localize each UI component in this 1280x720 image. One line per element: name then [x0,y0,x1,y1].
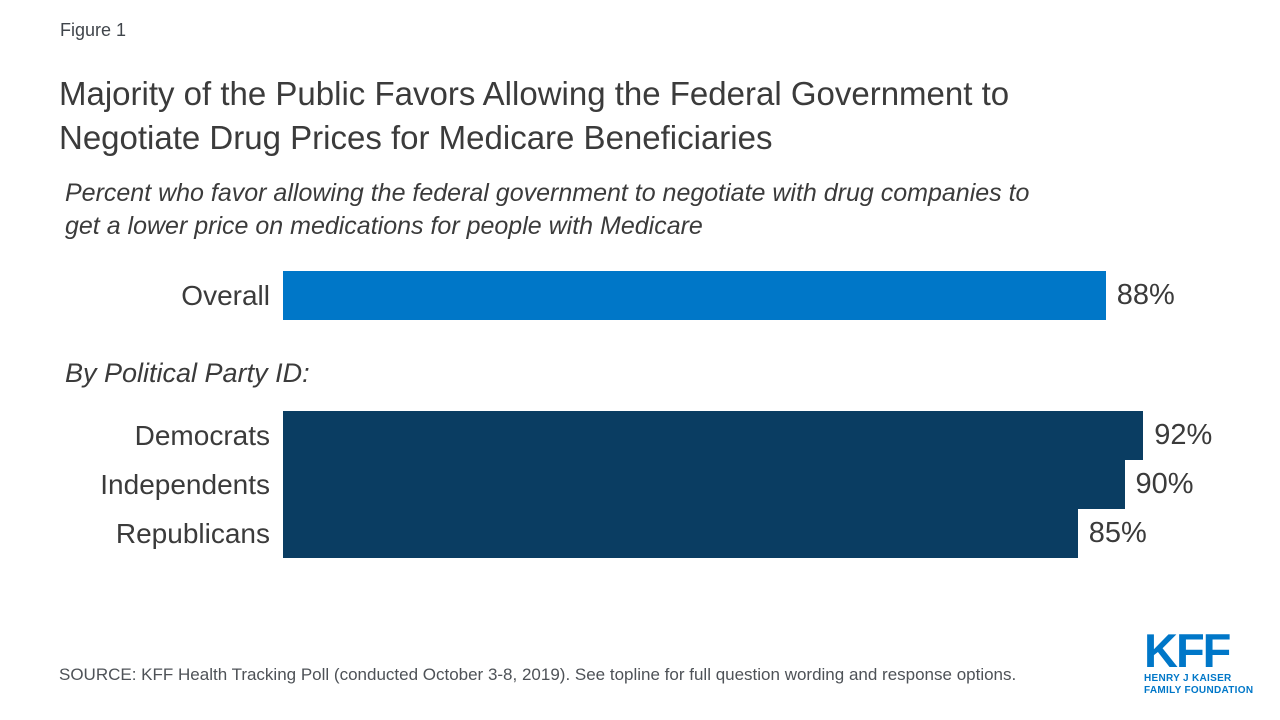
source-note: SOURCE: KFF Health Tracking Poll (conduc… [59,665,1017,684]
bar-row: Republicans 85% [0,509,1280,558]
chart: Overall 88% By Political Party ID: Democrat… [0,271,1280,558]
figure-label: Figure 1 [60,20,127,40]
bar-value: 85% [1088,517,1147,549]
bar [283,460,1125,509]
bar-row: Independents 90% [0,460,1280,509]
bar-label: Overall [181,279,270,311]
bar-label: Independents [100,468,270,500]
bar-value: 90% [1135,468,1194,500]
bar [283,271,1106,320]
bar-value: 92% [1154,419,1213,451]
bar-row: Democrats 92% [0,411,1280,460]
kff-logo: KFF HENRY J KAISER FAMILY FOUNDATION [1144,624,1254,697]
bar-value: 88% [1116,279,1175,311]
bar [283,411,1144,460]
kff-logo-subtext: HENRY J KAISER FAMILY FOUNDATION [1144,673,1254,696]
kff-logo-text: KFF [1144,624,1231,677]
bar [283,509,1078,558]
bar-row: Overall 88% [0,271,1280,320]
bar-label: Democrats [134,419,270,451]
group-heading: By Political Party ID: [65,358,310,388]
bar-label: Republicans [115,517,270,549]
chart-title: Majority of the Public Favors Allowing t… [59,75,1010,156]
chart-subtitle: Percent who favor allowing the federal g… [65,179,1030,240]
